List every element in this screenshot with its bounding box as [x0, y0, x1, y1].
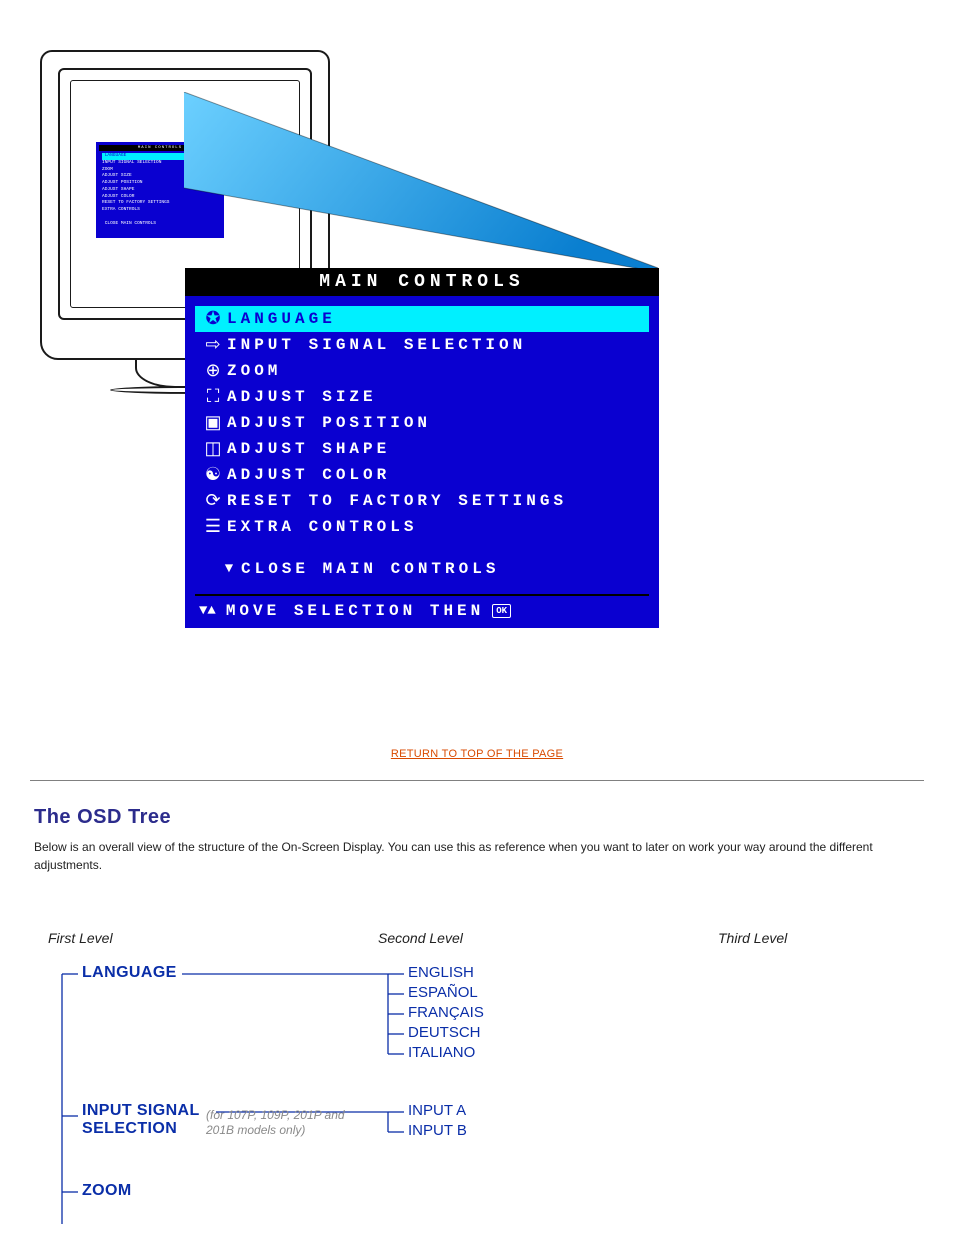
return-to-top-link[interactable]: RETURN TO TOP OF THE PAGE	[391, 748, 563, 760]
osd-menu-label: EXTRA CONTROLS	[227, 518, 417, 536]
osd-menu-label: ZOOM	[227, 362, 281, 380]
shape-icon: ◫	[199, 438, 227, 460]
tree-node-level2: ESPAÑOL	[408, 984, 478, 1001]
osd-hint-label: MOVE SELECTION THEN	[226, 602, 484, 620]
osd-menu-label: ADJUST SIZE	[227, 388, 377, 406]
tree-node-level2: INPUT A	[408, 1102, 466, 1119]
reset-icon: ⟳	[199, 490, 227, 512]
ok-button-icon[interactable]: OK	[492, 604, 511, 618]
osd-tree-diagram: First Level Second Level Third Level	[48, 930, 918, 962]
osd-hint-row: ▼▲ MOVE SELECTION THEN OK	[195, 594, 649, 624]
osd-menu-item[interactable]: ⊕ZOOM	[195, 358, 649, 384]
tree-node-level1: INPUT SIGNALSELECTION	[82, 1102, 200, 1138]
osd-menu-label: LANGUAGE	[227, 310, 336, 328]
osd-close-row[interactable]: ▼ CLOSE MAIN CONTROLS	[185, 542, 659, 584]
extra-icon: ☰	[199, 516, 227, 538]
section-body: Below is an overall view of the structur…	[34, 838, 904, 874]
updown-arrows-icon: ▼▲	[199, 603, 216, 619]
osd-menu-label: ADJUST COLOR	[227, 466, 390, 484]
tree-node-level2: DEUTSCH	[408, 1024, 481, 1041]
osd-menu-item[interactable]: ◫ADJUST SHAPE	[195, 436, 649, 462]
main-osd: MAIN CONTROLS ✪LANGUAGE⇨INPUT SIGNAL SEL…	[185, 268, 659, 628]
tree-node-level1: ZOOM	[82, 1182, 132, 1200]
input-icon: ⇨	[199, 334, 227, 356]
osd-close-label: CLOSE MAIN CONTROLS	[241, 560, 499, 578]
osd-menu-item[interactable]: ✪LANGUAGE	[195, 306, 649, 332]
tree-note: (for 107P, 109P, 201P and201B models onl…	[206, 1108, 345, 1138]
osd-menu-item[interactable]: ☯ADJUST COLOR	[195, 462, 649, 488]
size-icon: ⛶	[199, 387, 227, 408]
tree-header-3: Third Level	[718, 930, 787, 946]
osd-menu-label: ADJUST SHAPE	[227, 440, 390, 458]
globe-icon: ✪	[199, 308, 227, 330]
mini-osd-preview: MAIN CONTROLS LANGUAGE INPUT SIGNAL SELE…	[96, 142, 224, 238]
horizontal-rule	[30, 780, 924, 781]
osd-menu-item[interactable]: ☰EXTRA CONTROLS	[195, 514, 649, 540]
osd-menu-label: ADJUST POSITION	[227, 414, 431, 432]
osd-menu-item[interactable]: ⇨INPUT SIGNAL SELECTION	[195, 332, 649, 358]
tree-node-level2: ITALIANO	[408, 1044, 475, 1061]
tree-node-level2: FRANÇAIS	[408, 1004, 484, 1021]
osd-menu-label: RESET TO FACTORY SETTINGS	[227, 492, 567, 510]
osd-title: MAIN CONTROLS	[185, 268, 659, 296]
tree-node-level1: LANGUAGE	[82, 964, 177, 982]
tree-header-1: First Level	[48, 930, 378, 946]
color-icon: ☯	[199, 464, 227, 486]
position-icon: ▣	[199, 412, 227, 434]
tree-node-level2: ENGLISH	[408, 964, 474, 981]
osd-menu-label: INPUT SIGNAL SELECTION	[227, 336, 526, 354]
section-title: The OSD Tree	[34, 806, 171, 829]
close-arrow-icon: ▼	[217, 561, 241, 577]
tree-header-2: Second Level	[378, 930, 718, 946]
osd-menu-item[interactable]: ▣ADJUST POSITION	[195, 410, 649, 436]
osd-menu-item[interactable]: ⟳RESET TO FACTORY SETTINGS	[195, 488, 649, 514]
zoom-icon: ⊕	[199, 360, 227, 382]
tree-node-level2: INPUT B	[408, 1122, 467, 1139]
osd-menu-item[interactable]: ⛶ADJUST SIZE	[195, 384, 649, 410]
